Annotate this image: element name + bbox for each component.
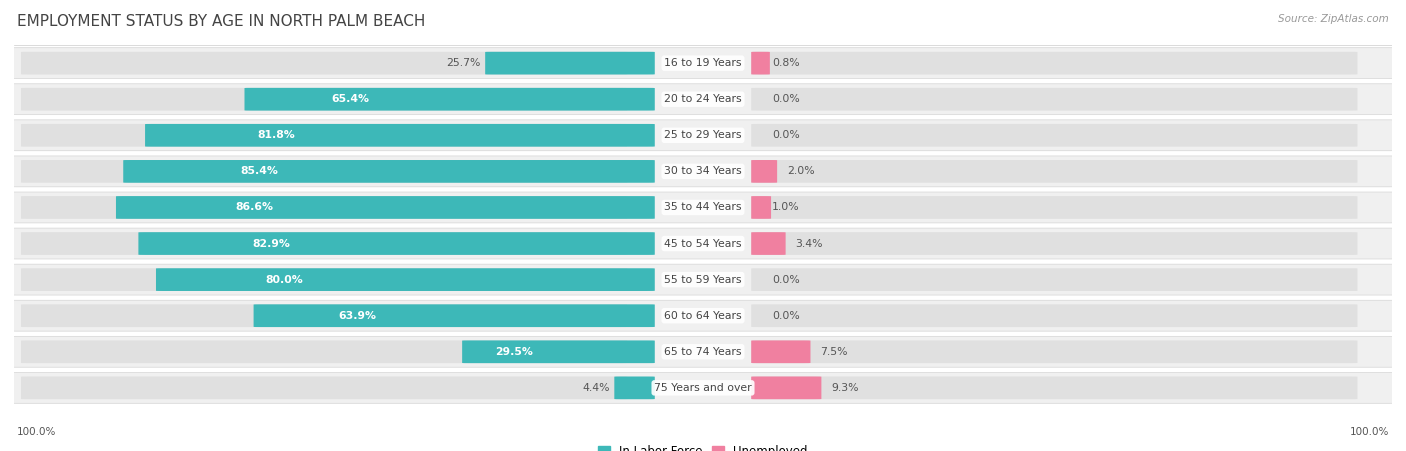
Text: EMPLOYMENT STATUS BY AGE IN NORTH PALM BEACH: EMPLOYMENT STATUS BY AGE IN NORTH PALM B…	[17, 14, 425, 28]
Text: Source: ZipAtlas.com: Source: ZipAtlas.com	[1278, 14, 1389, 23]
Text: 100.0%: 100.0%	[17, 428, 56, 437]
FancyBboxPatch shape	[751, 160, 778, 183]
FancyBboxPatch shape	[6, 300, 1400, 331]
FancyBboxPatch shape	[6, 48, 1400, 78]
FancyBboxPatch shape	[751, 341, 1358, 363]
Text: 82.9%: 82.9%	[252, 239, 290, 249]
FancyBboxPatch shape	[751, 196, 770, 219]
FancyBboxPatch shape	[751, 341, 810, 363]
FancyBboxPatch shape	[21, 304, 627, 327]
FancyBboxPatch shape	[751, 52, 1358, 74]
Text: 65 to 74 Years: 65 to 74 Years	[664, 347, 742, 357]
FancyBboxPatch shape	[21, 341, 627, 363]
Text: 85.4%: 85.4%	[240, 166, 278, 176]
Text: 100.0%: 100.0%	[1350, 428, 1389, 437]
Text: 0.8%: 0.8%	[772, 58, 800, 68]
Text: 0.0%: 0.0%	[772, 311, 800, 321]
FancyBboxPatch shape	[21, 160, 627, 183]
FancyBboxPatch shape	[463, 341, 655, 363]
Text: 45 to 54 Years: 45 to 54 Years	[664, 239, 742, 249]
Text: 60 to 64 Years: 60 to 64 Years	[664, 311, 742, 321]
Text: 35 to 44 Years: 35 to 44 Years	[664, 202, 742, 212]
Text: 20 to 24 Years: 20 to 24 Years	[664, 94, 742, 104]
FancyBboxPatch shape	[485, 52, 655, 74]
FancyBboxPatch shape	[115, 196, 655, 219]
FancyBboxPatch shape	[6, 156, 1400, 187]
FancyBboxPatch shape	[751, 268, 1358, 291]
FancyBboxPatch shape	[156, 268, 655, 291]
FancyBboxPatch shape	[6, 264, 1400, 295]
Text: 0.0%: 0.0%	[772, 130, 800, 140]
FancyBboxPatch shape	[21, 232, 627, 255]
Text: 81.8%: 81.8%	[257, 130, 295, 140]
Text: 75 Years and over: 75 Years and over	[654, 383, 752, 393]
FancyBboxPatch shape	[751, 124, 1358, 147]
FancyBboxPatch shape	[21, 88, 627, 110]
Text: 7.5%: 7.5%	[820, 347, 848, 357]
Text: 80.0%: 80.0%	[266, 275, 304, 285]
FancyBboxPatch shape	[245, 88, 655, 110]
FancyBboxPatch shape	[21, 124, 627, 147]
FancyBboxPatch shape	[21, 196, 627, 219]
Text: 65.4%: 65.4%	[332, 94, 370, 104]
FancyBboxPatch shape	[751, 52, 770, 74]
FancyBboxPatch shape	[21, 377, 627, 399]
Text: 25.7%: 25.7%	[447, 58, 481, 68]
FancyBboxPatch shape	[751, 196, 1358, 219]
Text: 4.4%: 4.4%	[582, 383, 610, 393]
Legend: In Labor Force, Unemployed: In Labor Force, Unemployed	[598, 445, 808, 451]
FancyBboxPatch shape	[751, 160, 1358, 183]
FancyBboxPatch shape	[751, 304, 1358, 327]
FancyBboxPatch shape	[21, 268, 627, 291]
FancyBboxPatch shape	[145, 124, 655, 147]
Text: 3.4%: 3.4%	[796, 239, 823, 249]
FancyBboxPatch shape	[124, 160, 655, 183]
FancyBboxPatch shape	[138, 232, 655, 255]
Text: 30 to 34 Years: 30 to 34 Years	[664, 166, 742, 176]
Text: 0.0%: 0.0%	[772, 275, 800, 285]
FancyBboxPatch shape	[6, 336, 1400, 367]
Text: 16 to 19 Years: 16 to 19 Years	[664, 58, 742, 68]
FancyBboxPatch shape	[6, 84, 1400, 115]
Text: 9.3%: 9.3%	[831, 383, 859, 393]
FancyBboxPatch shape	[751, 232, 1358, 255]
FancyBboxPatch shape	[751, 88, 1358, 110]
FancyBboxPatch shape	[6, 192, 1400, 223]
FancyBboxPatch shape	[6, 228, 1400, 259]
FancyBboxPatch shape	[6, 120, 1400, 151]
FancyBboxPatch shape	[751, 377, 821, 399]
Text: 1.0%: 1.0%	[772, 202, 800, 212]
Text: 63.9%: 63.9%	[339, 311, 377, 321]
Text: 29.5%: 29.5%	[495, 347, 533, 357]
FancyBboxPatch shape	[253, 304, 655, 327]
Text: 55 to 59 Years: 55 to 59 Years	[664, 275, 742, 285]
Text: 0.0%: 0.0%	[772, 94, 800, 104]
Text: 2.0%: 2.0%	[787, 166, 814, 176]
FancyBboxPatch shape	[614, 377, 655, 399]
FancyBboxPatch shape	[751, 232, 786, 255]
Text: 25 to 29 Years: 25 to 29 Years	[664, 130, 742, 140]
Text: 86.6%: 86.6%	[235, 202, 273, 212]
FancyBboxPatch shape	[6, 373, 1400, 403]
FancyBboxPatch shape	[751, 377, 1358, 399]
FancyBboxPatch shape	[21, 52, 627, 74]
